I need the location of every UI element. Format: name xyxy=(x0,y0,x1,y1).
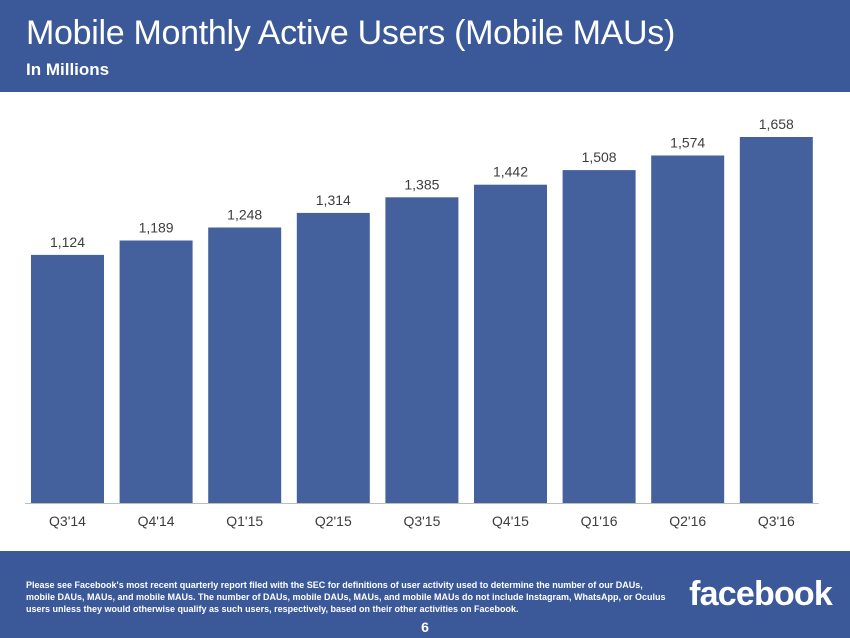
bar-Q4'14 xyxy=(119,240,193,503)
bar-Q1'16 xyxy=(562,170,636,503)
disclaimer-text: Please see Facebook's most recent quarte… xyxy=(26,580,666,614)
bar-Q3'15 xyxy=(385,197,459,504)
x-tick-label-Q3'15: Q3'15 xyxy=(403,513,440,529)
data-label-Q4'14: 1,189 xyxy=(139,220,174,236)
data-label-Q3'14: 1,124 xyxy=(50,234,85,250)
x-tick-label-Q4'15: Q4'15 xyxy=(492,513,529,529)
bar-Q1'15 xyxy=(208,227,282,503)
data-label-Q3'15: 1,385 xyxy=(404,176,439,192)
data-label-Q2'15: 1,314 xyxy=(316,192,351,208)
data-label-Q3'16: 1,658 xyxy=(759,116,794,132)
header-banner: Mobile Monthly Active Users (Mobile MAUs… xyxy=(0,0,850,92)
bar-Q2'15 xyxy=(296,212,370,503)
page-title: Mobile Monthly Active Users (Mobile MAUs… xyxy=(26,14,675,52)
x-tick-label-Q1'16: Q1'16 xyxy=(581,513,618,529)
x-tick-label-Q2'15: Q2'15 xyxy=(315,513,352,529)
data-label-Q2'16: 1,574 xyxy=(670,135,705,151)
data-label-Q4'15: 1,442 xyxy=(493,164,528,180)
page-number: 6 xyxy=(421,619,429,635)
footer-banner: Please see Facebook's most recent quarte… xyxy=(0,551,850,638)
x-tick-label-Q4'14: Q4'14 xyxy=(138,513,175,529)
x-tick-label-Q2'16: Q2'16 xyxy=(669,513,706,529)
bar-Q2'16 xyxy=(651,155,725,503)
x-tick-label-Q1'15: Q1'15 xyxy=(226,513,263,529)
facebook-logo: facebook xyxy=(689,575,833,613)
data-label-Q1'15: 1,248 xyxy=(227,207,262,223)
data-label-Q1'16: 1,508 xyxy=(582,149,617,165)
bar-Q3'14 xyxy=(31,254,104,503)
bar-Q4'15 xyxy=(474,184,547,503)
x-tick-label-Q3'14: Q3'14 xyxy=(49,513,86,529)
bar-Q3'16 xyxy=(739,137,813,503)
bar-chart: 1,124 1,189 1,248 1,314 1,385 1,442 1,508 1,574… xyxy=(25,116,819,529)
x-tick-label-Q3'16: Q3'16 xyxy=(758,513,795,529)
page-subtitle: In Millions xyxy=(26,60,110,79)
